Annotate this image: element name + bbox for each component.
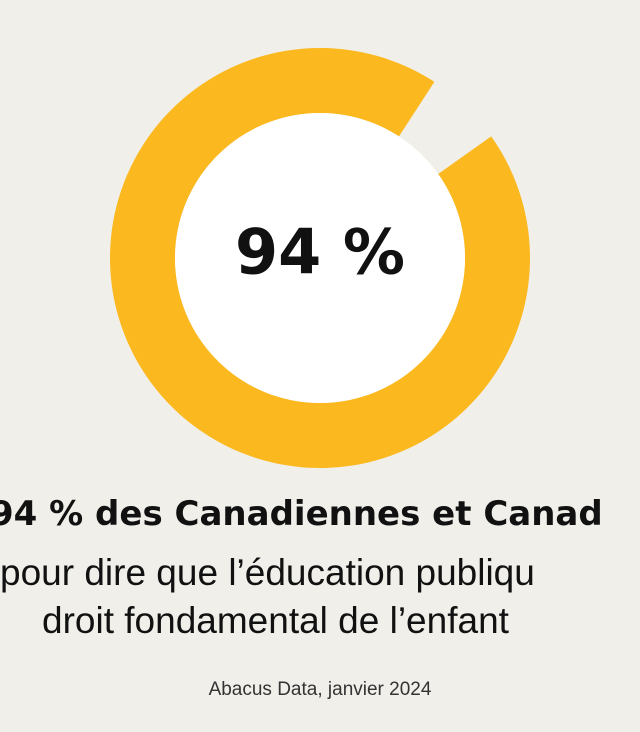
- subline-2: droit fondamental de l’enfant: [42, 600, 509, 641]
- donut-inner-disc: [175, 113, 465, 403]
- donut-slice-filled: [110, 47, 530, 468]
- headline: 94 % des Canadiennes et Canad: [0, 494, 603, 534]
- donut-center-label: 94 %: [235, 216, 405, 289]
- source-note: Abacus Data, janvier 2024: [208, 679, 432, 700]
- subline-1: pour dire que l’éducation publiqu: [0, 552, 535, 593]
- donut-chart: 94 %: [110, 47, 530, 468]
